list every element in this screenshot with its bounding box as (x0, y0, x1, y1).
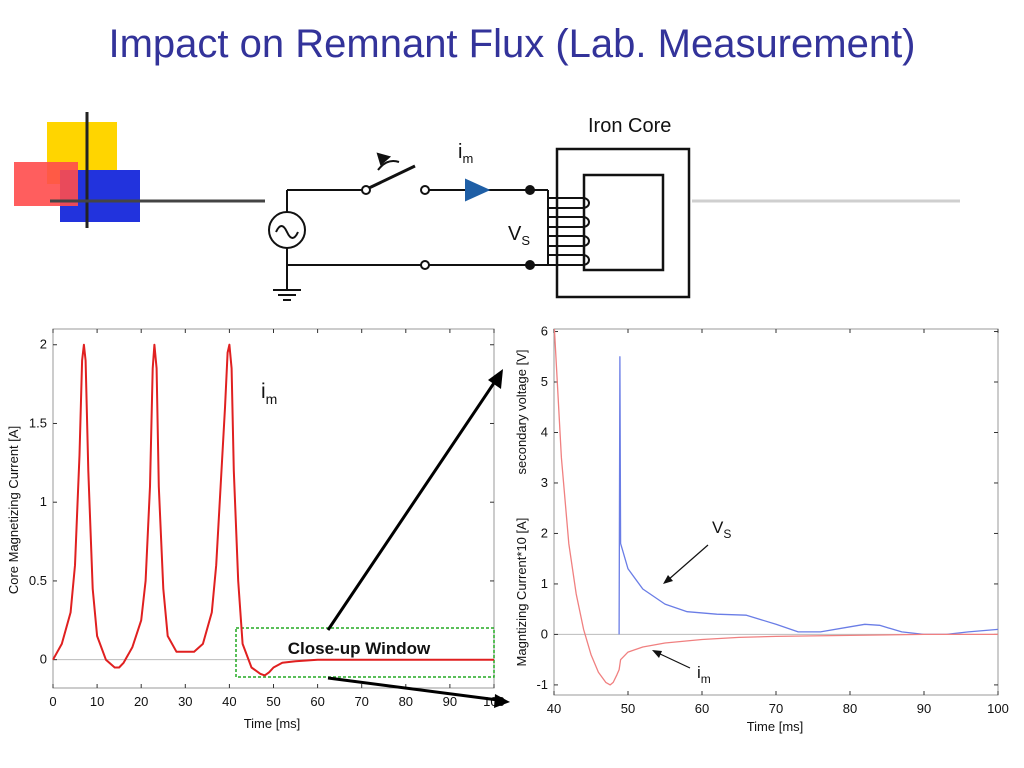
im-pointer (657, 652, 691, 669)
y-tick-label: 3 (541, 475, 548, 490)
y-tick-label: 2 (40, 337, 47, 352)
y-tick-label: 1 (541, 576, 548, 591)
y-tick-label: 1 (40, 494, 47, 509)
series-line-0 (52, 343, 494, 677)
chart-right-ticks: 40 50 60 70 80 90 100 -1 0 1 2 3 4 5 6 (536, 324, 1008, 716)
chart-right-im-annotation: im (697, 663, 711, 686)
winding-coil-icon (547, 190, 590, 266)
x-tick-label: 0 (49, 694, 56, 709)
y-tick-label: 6 (541, 324, 548, 339)
x-tick-label: 20 (134, 694, 148, 709)
y-tick-label: 5 (541, 374, 548, 389)
red-block (14, 162, 78, 206)
current-arrow-icon (465, 178, 491, 202)
chart-right-y-axis-label-voltage: secondary voltage [V] (514, 349, 529, 474)
x-tick-label: 70 (769, 701, 783, 716)
iron-core (555, 147, 691, 299)
chart-left-im-annotation: im (261, 380, 277, 407)
y-tick-label: 0 (541, 626, 548, 641)
chart-right-series (554, 329, 998, 686)
chart-right-pointer-arrows (652, 544, 709, 669)
zoom-arrow-upper (326, 379, 498, 631)
zoom-arrow-lower (327, 676, 499, 702)
x-tick-label: 30 (178, 694, 192, 709)
chart-right-x-axis-label: Time [ms] (747, 719, 804, 734)
x-tick-label: 50 (266, 694, 280, 709)
x-tick-label: 80 (399, 694, 413, 709)
x-tick-label: 80 (843, 701, 857, 716)
y-tick-label: 0.5 (29, 573, 47, 588)
x-tick-label: 60 (310, 694, 324, 709)
voltage-label: VS (508, 223, 530, 248)
y-tick-label: -1 (536, 677, 548, 692)
x-tick-label: 70 (354, 694, 368, 709)
y-tick-label: 4 (541, 424, 548, 439)
chart-right: 40 50 60 70 80 90 100 -1 0 1 2 3 4 5 6 Time [ms] Magnt… (514, 324, 1009, 734)
x-tick-label: 50 (621, 701, 635, 716)
chart-right-y-axis-label: Magntizing Current*10 [A] (514, 518, 529, 667)
chart-left-plot-area (52, 328, 495, 689)
node-top (525, 185, 535, 195)
close-up-window-label: Close-up Window (288, 639, 431, 658)
x-tick-label: 40 (222, 694, 236, 709)
decorative-blocks (14, 112, 960, 228)
series-line-1 (554, 329, 998, 686)
x-tick-label: 90 (917, 701, 931, 716)
slide-title: Impact on Remnant Flux (Lab. Measurement… (108, 22, 916, 66)
switch-icon (361, 152, 430, 195)
x-tick-label: 90 (443, 694, 457, 709)
circuit-diagram (268, 147, 691, 301)
node-bottom (525, 260, 535, 270)
chart-right-vs-annotation: VS (712, 518, 731, 541)
y-tick-label: 2 (541, 525, 548, 540)
series-line-0 (618, 356, 998, 636)
y-tick-label: 0 (40, 652, 47, 667)
vs-pointer (667, 544, 709, 581)
x-tick-label: 40 (547, 701, 561, 716)
close-up-window (235, 627, 495, 678)
x-tick-label: 10 (90, 694, 104, 709)
terminal-bottom (420, 260, 430, 270)
chart-left-series (52, 343, 494, 677)
iron-core-label: Iron Core (588, 115, 671, 137)
current-label: im (458, 141, 473, 166)
x-tick-label: 100 (987, 701, 1009, 716)
chart-left-y-axis-label: Core Magnetizing Current [A] (6, 426, 21, 594)
zoom-arrows (326, 369, 510, 708)
ac-source-icon (268, 211, 306, 249)
ground-icon (273, 289, 301, 301)
x-tick-label: 60 (695, 701, 709, 716)
y-tick-label: 1.5 (29, 415, 47, 430)
chart-left-x-axis-label: Time [ms] (244, 716, 301, 731)
